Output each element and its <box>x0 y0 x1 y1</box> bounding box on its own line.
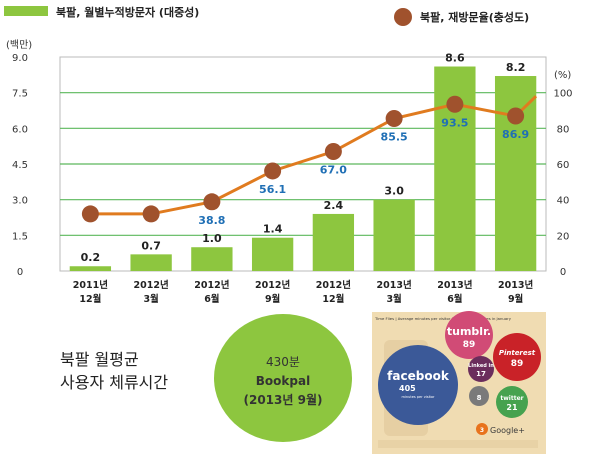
bar-value-label: 0.2 <box>81 251 101 264</box>
linkedin-bubble-value: 17 <box>476 370 486 378</box>
x-tick-label-year: 2013년 <box>437 279 472 291</box>
x-tick-label-year: 2011년 <box>73 279 108 291</box>
line-value-label: 38.8 <box>198 214 225 227</box>
line-marker <box>142 205 160 223</box>
social-media-infographic: Time Flies | Average minutes per visitor… <box>372 311 546 454</box>
googleplus-bubble <box>476 423 488 435</box>
twitter-bubble <box>496 386 528 418</box>
pinterest-bubble <box>493 333 541 381</box>
x-tick-label-year: 2012년 <box>316 279 351 291</box>
myspace-bubble-value: 8 <box>477 394 482 402</box>
bar-value-label: 1.0 <box>202 232 222 245</box>
legend-bar-swatch <box>4 6 48 16</box>
facebook-bubble-name: facebook <box>387 369 450 383</box>
bar-value-label: 8.2 <box>506 61 526 74</box>
dwell-time-value: 430분 <box>266 355 300 369</box>
infographic-footer-text <box>378 440 538 448</box>
x-tick-label-year: 2012년 <box>255 279 290 291</box>
bar-value-label: 8.6 <box>445 52 465 65</box>
x-tick-label-month: 9월 <box>265 293 280 305</box>
twitter-bubble-value: 21 <box>506 403 518 412</box>
bar <box>373 199 415 271</box>
linkedin-bubble-name: Linked in <box>468 363 494 369</box>
bar <box>130 254 172 271</box>
bar <box>191 247 233 271</box>
tumblr-bubble <box>445 311 493 359</box>
facebook-bubble-sub: minutes per visitor <box>402 395 436 399</box>
bar-value-label: 1.4 <box>263 223 283 236</box>
facebook-bubble <box>378 345 458 425</box>
x-tick-label-month: 9월 <box>508 293 523 305</box>
y-right-tick-label: 0 <box>560 267 566 278</box>
line-marker <box>264 162 282 180</box>
y-left-ticks: 0 1.5 3.0 4.5 6.0 7.5 9.0 <box>12 53 28 278</box>
line-value-label: 93.5 <box>441 116 468 129</box>
line-marker <box>385 110 403 128</box>
y-right-tick-label: 40 <box>557 196 570 207</box>
bar <box>494 76 537 272</box>
footer-caption-line1: 북팔 월평균 <box>60 350 139 369</box>
y-left-tick-label: 4.5 <box>12 160 28 171</box>
y-left-tick-label: 9.0 <box>12 53 28 64</box>
line-value-label: 85.5 <box>381 131 408 144</box>
x-tick-label-month: 3월 <box>386 293 401 305</box>
dwell-time-brand: Bookpal <box>256 374 310 388</box>
line-value-label: 67.0 <box>320 164 347 177</box>
x-tick-label-month: 3월 <box>143 293 158 305</box>
legend-line-label: 북팔, 재방문율(충성도) <box>420 10 529 24</box>
y-right-unit-label: (%) <box>554 70 571 81</box>
line-series: 38.8 56.1 67.0 85.5 93.5 86.9 <box>81 95 538 227</box>
line-marker <box>203 193 221 211</box>
bar-value-label: 2.4 <box>324 199 344 212</box>
dwell-time-date: (2013년 9월) <box>244 392 323 407</box>
x-tick-label-year: 2012년 <box>134 279 169 291</box>
y-left-tick-label: 1.5 <box>12 231 28 242</box>
y-left-tick-label: 0 <box>17 267 23 278</box>
y-left-tick-label: 3.0 <box>12 196 28 207</box>
bar <box>251 237 294 271</box>
footer-caption-line2: 사용자 체류시간 <box>60 373 168 392</box>
googleplus-bubble-name: Google+ <box>490 426 525 435</box>
linkedin-bubble <box>468 356 494 382</box>
y-left-unit-label: (백만) <box>6 39 32 51</box>
infographic-header: Time Flies | Average minutes per visitor… <box>374 316 512 321</box>
googleplus-bubble-value: 3 <box>480 427 484 434</box>
y-right-tick-label: 60 <box>557 160 570 171</box>
line-value-label: 86.9 <box>502 128 529 141</box>
bar-value-label: 3.0 <box>384 185 404 198</box>
line-value-label: 56.1 <box>259 183 286 196</box>
legend-line-marker <box>394 8 412 26</box>
bar <box>312 213 355 271</box>
facebook-bubble-value: 405 <box>399 384 416 393</box>
tumblr-bubble-value: 89 <box>463 340 476 350</box>
y-right-tick-label: 20 <box>557 231 570 242</box>
x-tick-label-month: 12월 <box>79 293 101 305</box>
pinterest-bubble-value: 89 <box>511 359 524 369</box>
dwell-time-circle <box>214 314 352 442</box>
line-marker <box>507 107 525 125</box>
x-tick-label-month: 6월 <box>204 293 219 305</box>
y-right-ticks: 0 20 40 60 80 100 <box>553 89 572 278</box>
twitter-bubble-name: twitter <box>500 395 523 402</box>
bar-value-label: 0.7 <box>141 239 161 252</box>
legend-bar-label: 북팔, 월별누적방문자 (대중성) <box>56 5 199 19</box>
line-marker <box>81 205 99 223</box>
line-marker <box>324 143 342 161</box>
x-tick-label-month: 6월 <box>447 293 462 305</box>
y-left-tick-label: 7.5 <box>12 89 28 100</box>
y-left-tick-label: 6.0 <box>12 124 28 135</box>
x-tick-label-month: 12월 <box>322 293 344 305</box>
y-right-tick-label: 100 <box>553 89 572 100</box>
tumblr-bubble-name: tumblr. <box>447 325 491 338</box>
bar <box>69 266 112 271</box>
x-axis-labels: 2011년 12월 2012년 3월 2012년 6월 2012년 9월 2012년 12월 201… <box>73 279 533 305</box>
pinterest-bubble-name: Pinterest <box>499 349 536 357</box>
x-tick-label-year: 2012년 <box>194 279 229 291</box>
line-marker <box>446 95 464 113</box>
x-tick-label-year: 2013년 <box>498 279 533 291</box>
x-tick-label-year: 2013년 <box>377 279 412 291</box>
myspace-bubble <box>469 386 489 406</box>
y-right-tick-label: 80 <box>557 124 570 135</box>
